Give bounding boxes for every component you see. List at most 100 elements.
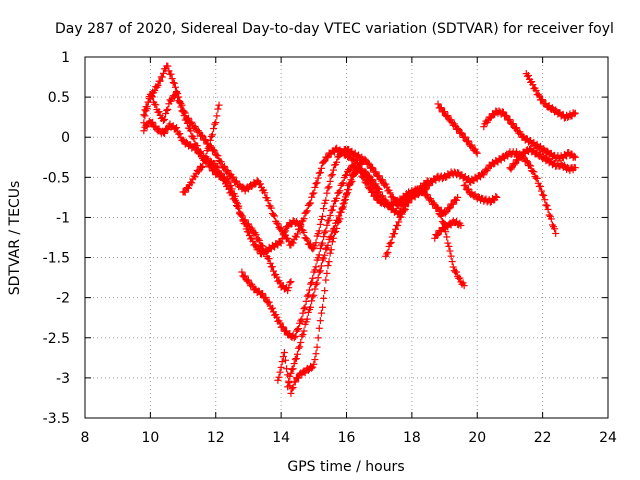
data-point [437,212,445,220]
data-point [331,148,339,156]
data-point [310,360,318,368]
data-point [140,127,148,135]
data-point [277,363,285,371]
data-point [444,239,452,247]
data-point [540,191,548,199]
data-point [328,206,336,214]
data-point [345,186,353,194]
data-point [300,215,308,223]
data-point [324,217,332,225]
y-tick-label: 0.5 [48,90,70,106]
data-point [382,180,390,188]
data-point [571,164,579,172]
data-point [215,101,223,109]
data-point [338,204,346,212]
data-point [314,334,322,342]
data-point [445,205,453,213]
data-point [386,240,394,248]
data-point [311,285,319,293]
data-point [187,127,195,135]
data-point [217,158,225,166]
data-point [324,153,332,161]
data-point [292,355,300,363]
data-point [311,266,319,274]
data-point [181,188,189,196]
data-point [291,355,299,363]
y-axis-label: SDTVAR / TECUs [7,181,23,296]
data-point [194,127,202,135]
data-point [480,171,488,179]
data-point [341,195,349,203]
data-point [211,120,219,128]
data-point [174,93,182,101]
data-point [273,219,281,227]
data-point [444,112,452,120]
x-tick-label: 8 [81,430,90,446]
data-point [279,353,287,361]
data-point [214,164,222,172]
data-point [217,170,225,178]
data-point [343,190,350,198]
data-point [328,171,336,179]
data-point [183,119,191,127]
data-point [538,187,546,195]
data-point [335,212,343,220]
data-point [503,112,511,120]
data-point [524,72,532,80]
data-point [171,83,179,91]
data-point [326,177,334,185]
data-point [291,378,299,386]
x-tick-label: 22 [534,430,552,446]
data-point [542,201,550,209]
data-point [334,216,342,224]
data-point [453,268,461,276]
data-point [256,180,264,188]
data-point [290,334,298,342]
data-point [454,193,462,201]
data-point [296,343,304,351]
data-point [280,349,288,357]
data-point [143,123,151,131]
data-point [323,269,331,277]
data-point [335,188,343,196]
data-point [211,147,219,155]
data-point [254,235,262,243]
data-point [156,77,164,85]
data-point [375,172,383,180]
data-point [351,170,359,178]
data-point [167,70,175,78]
data-point [311,242,319,250]
data-point [289,365,297,373]
data-point [544,205,552,213]
data-point [210,146,218,154]
data-point [179,108,187,116]
data-point [425,181,433,189]
data-point [434,100,442,108]
data-point [189,133,197,141]
y-tick-label: -2 [56,291,70,307]
data-point [264,197,272,205]
data-point [273,273,281,281]
data-point [320,254,328,262]
data-point [333,158,341,166]
data-point [339,200,347,208]
data-point [281,356,289,364]
data-point [449,263,457,271]
data-point [212,119,220,127]
data-point [317,164,325,172]
data-point [437,104,445,112]
data-point [460,282,468,290]
data-point [292,233,300,241]
data-point [241,272,249,280]
data-point [564,113,572,121]
data-point [295,344,303,352]
data-point [389,194,397,202]
data-point [570,110,578,118]
data-point [299,309,307,317]
data-point [278,235,286,243]
data-point [457,129,465,137]
data-point [336,187,344,195]
data-point [423,190,431,198]
data-point [543,202,551,210]
data-point [374,184,382,192]
